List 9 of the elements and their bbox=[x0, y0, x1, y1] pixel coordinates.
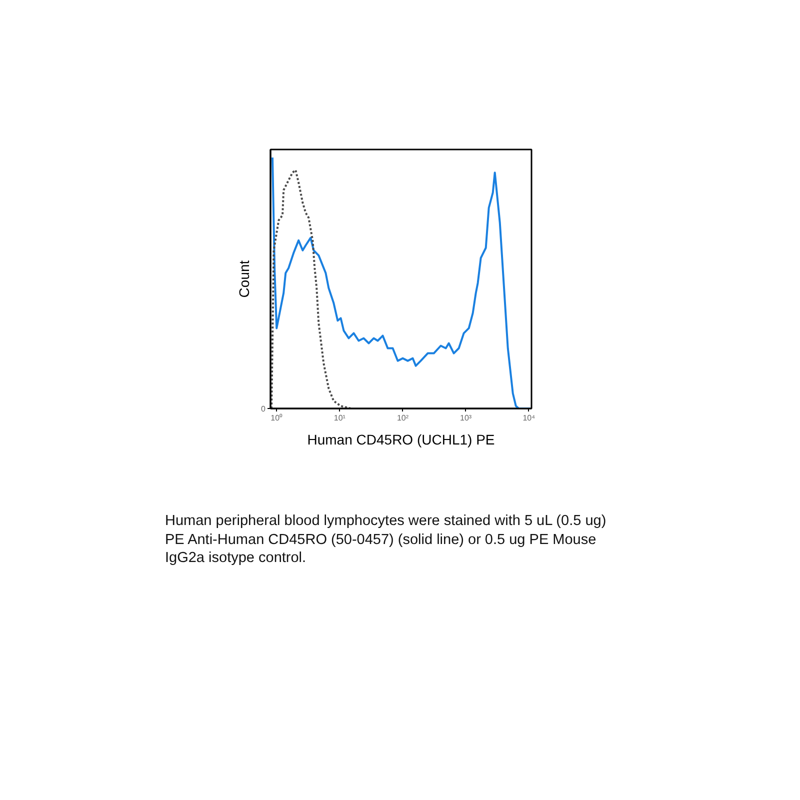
x-axis-title: Human CD45RO (UCHL1) PE bbox=[307, 432, 495, 448]
x-tick-label: 10⁰ bbox=[270, 414, 283, 422]
text: 0 bbox=[261, 404, 266, 414]
x-tick-label: 10³ bbox=[460, 414, 472, 422]
x-tick-label: 10¹ bbox=[334, 414, 346, 422]
x-tick-label: 10⁴ bbox=[522, 414, 536, 422]
text: Human peripheral blood lymphocytes were stained with 5 uL (0.5 ug) PE Anti-Human CD45RO (50-0457) (solid line) or 0.5 ug PE Mouse IgG2a isotype control. bbox=[165, 512, 608, 568]
x-tick-label: 10² bbox=[396, 414, 409, 422]
y-axis-title: Count bbox=[236, 260, 252, 298]
